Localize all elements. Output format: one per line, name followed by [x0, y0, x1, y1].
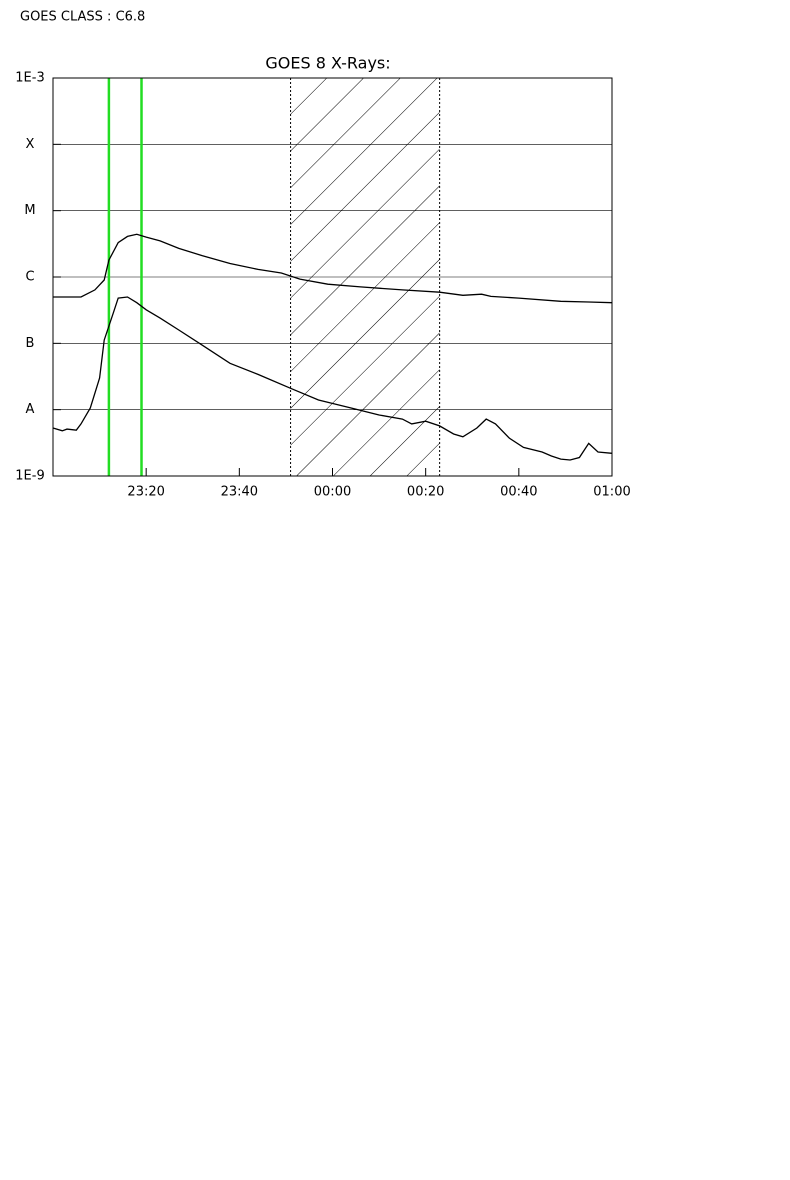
x-tick-label: 00:20 [407, 485, 444, 500]
chart-title: GOES 8 X-Rays: [265, 54, 390, 73]
y-tick-label: X [26, 137, 35, 152]
x-tick-label: 00:00 [314, 485, 351, 500]
y-tick-label: 1E-3 [15, 71, 44, 86]
y-tick-label: 1E-9 [15, 469, 44, 484]
y-tick-label: M [24, 203, 35, 218]
x-tick-label: 23:40 [221, 485, 258, 500]
x-tick-label: 00:40 [500, 485, 537, 500]
flux-line [53, 233, 613, 304]
plot-frame [52, 77, 613, 477]
y-tick-label: A [26, 402, 35, 417]
x-tick-label: 23:20 [127, 485, 164, 500]
class-annotation: GOES CLASS : C6.8 [20, 10, 145, 25]
x-tick-label: 01:00 [593, 485, 630, 500]
flux-line [52, 296, 613, 461]
y-tick-label: C [25, 270, 34, 285]
y-tick-label: B [26, 336, 35, 351]
